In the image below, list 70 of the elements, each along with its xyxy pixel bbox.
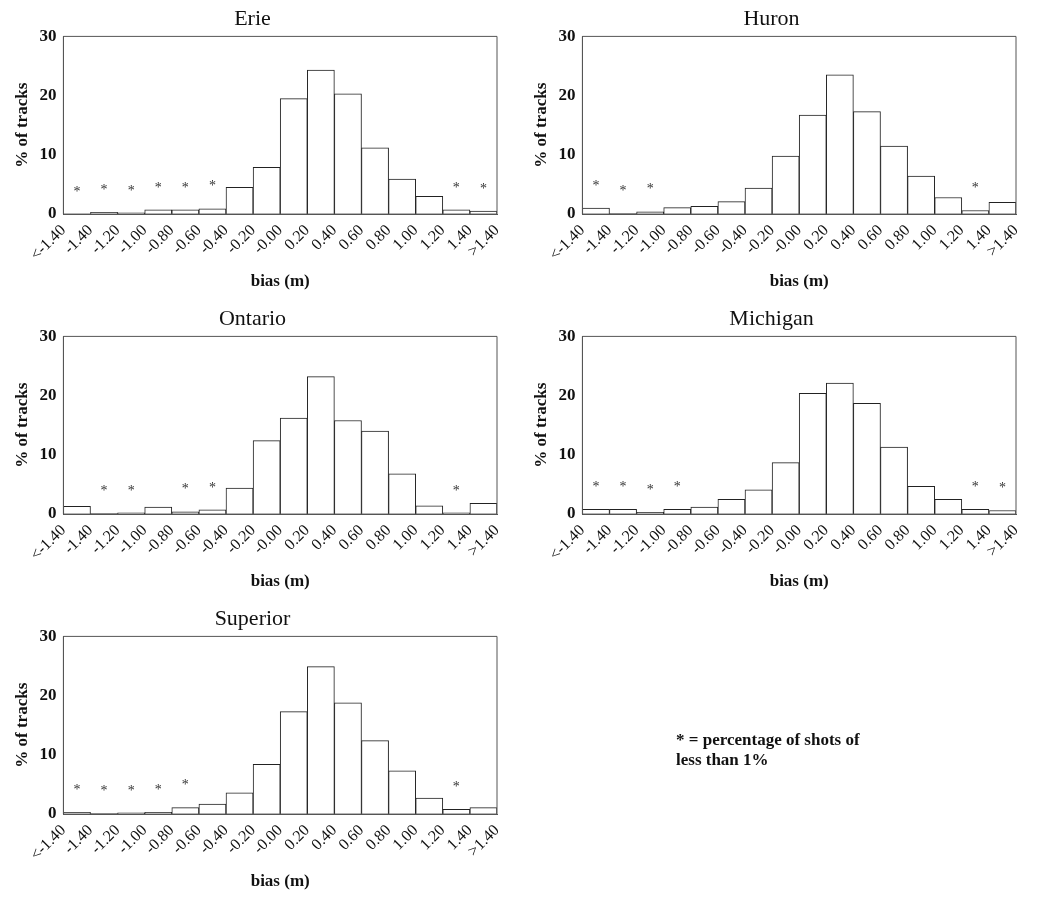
x-tick-label: 1.20 bbox=[416, 520, 448, 553]
x-axis-title: bias (m) bbox=[250, 271, 310, 291]
data-label: * bbox=[479, 180, 487, 196]
data-label: * bbox=[971, 479, 979, 495]
y-tick-label: 10 bbox=[558, 144, 576, 164]
y-axis-title: % of tracks bbox=[11, 382, 31, 468]
data-label: * bbox=[592, 479, 600, 495]
y-tick-label: 20 bbox=[558, 385, 576, 405]
y-tick-label: 30 bbox=[39, 625, 57, 645]
x-axis-title: bias (m) bbox=[769, 571, 829, 591]
data-label: * bbox=[971, 180, 979, 196]
y-axis-title: % of tracks bbox=[11, 82, 31, 168]
data-label: * bbox=[592, 177, 600, 193]
data-label: * bbox=[452, 779, 460, 795]
y-tick-label: 10 bbox=[39, 144, 57, 164]
data-label: * bbox=[127, 182, 135, 198]
data-label: * bbox=[619, 479, 627, 495]
x-tick-label: 1.20 bbox=[416, 220, 448, 253]
y-tick-label: 30 bbox=[558, 325, 576, 345]
chart-title: Ontario bbox=[218, 304, 287, 330]
data-label: * bbox=[181, 481, 189, 497]
data-label: * bbox=[208, 178, 216, 194]
data-label: * bbox=[100, 783, 108, 799]
data-label: * bbox=[73, 183, 81, 199]
y-tick-label: 0 bbox=[566, 503, 576, 523]
y-axis-title: % of tracks bbox=[530, 382, 550, 468]
y-tick-label: 0 bbox=[47, 803, 57, 823]
chart-title: Superior bbox=[214, 604, 292, 630]
data-label: * bbox=[208, 479, 216, 495]
data-label: * bbox=[154, 781, 162, 797]
x-tick-label: 1.20 bbox=[935, 520, 967, 553]
chart-title: Huron bbox=[743, 4, 800, 30]
x-tick-label: 1.20 bbox=[935, 220, 967, 253]
y-axis-title: % of tracks bbox=[530, 82, 550, 168]
data-label: * bbox=[673, 479, 681, 495]
x-tick-label: 1.20 bbox=[416, 820, 448, 853]
data-label: * bbox=[452, 482, 460, 498]
x-axis-title: bias (m) bbox=[250, 571, 310, 591]
data-label: * bbox=[127, 782, 135, 798]
data-label: * bbox=[452, 179, 460, 195]
y-tick-label: 30 bbox=[39, 325, 57, 345]
y-tick-label: 20 bbox=[39, 685, 57, 705]
text: * = percentage of shots of less than 1% bbox=[676, 730, 861, 770]
data-label: * bbox=[127, 482, 135, 498]
data-label: * bbox=[100, 181, 108, 197]
data-label: * bbox=[998, 480, 1006, 496]
chart-title: Erie bbox=[234, 4, 271, 30]
data-label: * bbox=[181, 777, 189, 793]
data-label: * bbox=[73, 781, 81, 797]
y-tick-label: 30 bbox=[39, 25, 57, 45]
y-tick-label: 20 bbox=[39, 385, 57, 405]
y-tick-label: 10 bbox=[39, 444, 57, 464]
data-label: * bbox=[100, 483, 108, 499]
data-label: * bbox=[646, 181, 654, 197]
y-tick-label: 0 bbox=[47, 503, 57, 523]
y-tick-label: 10 bbox=[558, 444, 576, 464]
y-tick-label: 20 bbox=[39, 85, 57, 105]
data-label: * bbox=[181, 179, 189, 195]
chart-title: Michigan bbox=[729, 304, 814, 330]
y-tick-label: 0 bbox=[47, 203, 57, 223]
data-label: * bbox=[646, 481, 654, 497]
x-axis-title: bias (m) bbox=[769, 271, 829, 291]
y-tick-label: 10 bbox=[39, 744, 57, 764]
data-label: * bbox=[154, 179, 162, 195]
y-tick-label: 0 bbox=[566, 203, 576, 223]
x-axis-title: bias (m) bbox=[250, 871, 310, 891]
y-tick-label: 30 bbox=[558, 25, 576, 45]
y-tick-label: 20 bbox=[558, 85, 576, 105]
data-label: * bbox=[619, 183, 627, 199]
y-axis-title: % of tracks bbox=[11, 682, 31, 768]
